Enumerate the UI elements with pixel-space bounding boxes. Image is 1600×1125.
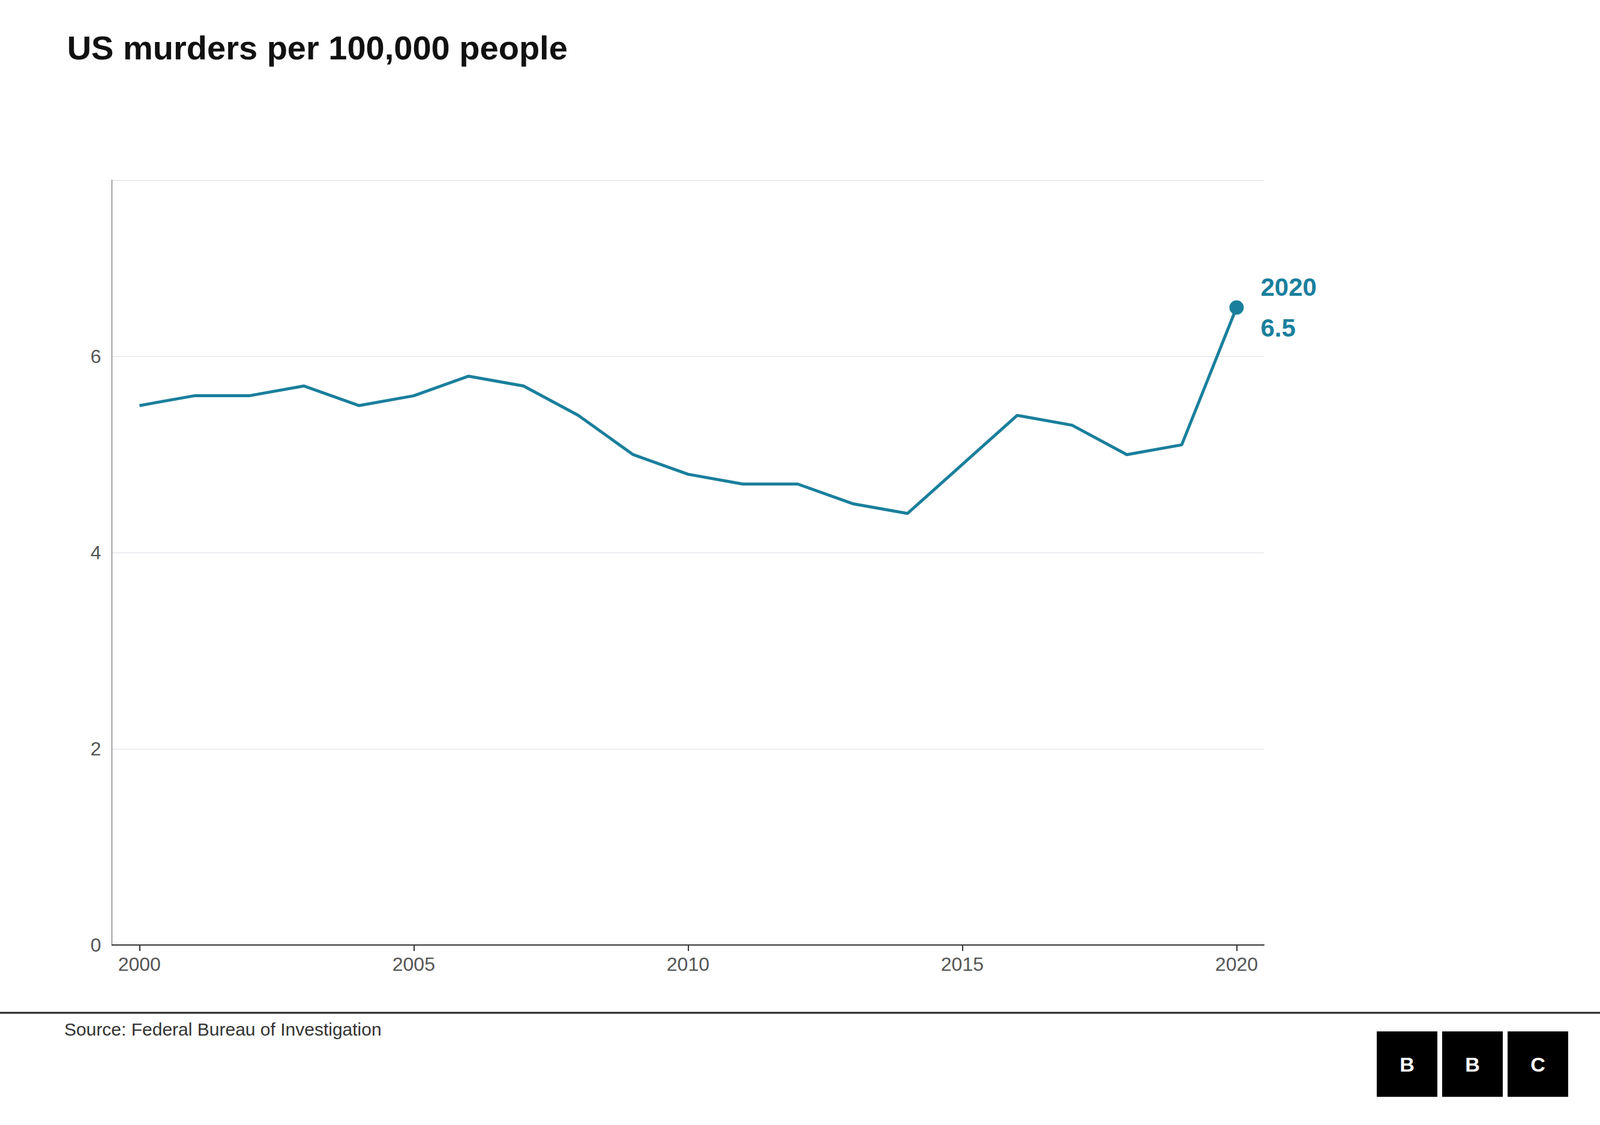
- svg-text:6: 6: [90, 345, 102, 368]
- svg-text:US murders per 100,000 people: US murders per 100,000 people: [67, 28, 568, 67]
- svg-text:6.5: 6.5: [1260, 313, 1296, 343]
- svg-text:2005: 2005: [392, 953, 436, 976]
- svg-text:4: 4: [90, 541, 102, 564]
- svg-text:0: 0: [90, 934, 102, 957]
- svg-text:C: C: [1530, 1053, 1546, 1077]
- svg-text:2020: 2020: [1260, 273, 1317, 302]
- svg-text:2: 2: [90, 738, 102, 760]
- svg-text:2000: 2000: [118, 953, 161, 976]
- svg-text:B: B: [1399, 1053, 1415, 1077]
- svg-text:2010: 2010: [666, 953, 710, 976]
- svg-text:Source: Federal Bureau of Inve: Source: Federal Bureau of Investigation: [64, 1019, 382, 1040]
- svg-text:2015: 2015: [941, 953, 984, 976]
- svg-text:2020: 2020: [1215, 953, 1258, 976]
- svg-text:B: B: [1464, 1053, 1480, 1077]
